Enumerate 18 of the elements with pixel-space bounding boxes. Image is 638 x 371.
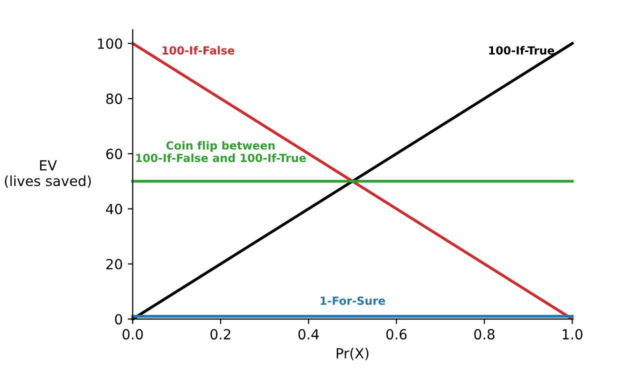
y-tick-label: 0 [115,314,122,325]
y-axis-title: EV (lives saved) [4,160,91,188]
series-label: 100-If-False [162,46,234,55]
series-label: Coin flip between 100-If-False and 100-If-True [136,141,306,162]
series-label: 100-If-True [489,46,554,55]
y-tick-label: 60 [106,148,122,160]
y-tick-label: 40 [106,204,122,214]
x-tick-label: 0.8 [474,329,494,340]
x-axis-title: Pr(X) [336,348,368,360]
x-tick-label: 0.2 [210,329,230,340]
y-tick-label: 80 [106,94,122,104]
y-tick-label: 20 [106,258,122,270]
x-tick-label: 0.0 [122,329,143,340]
x-tick-label: 0.6 [386,329,407,340]
series-label: 1-For-Sure [320,296,386,305]
y-tick-label: 100 [98,38,122,49]
x-tick-label: 0.4 [298,329,319,340]
x-tick-label: 1.0 [562,329,582,340]
